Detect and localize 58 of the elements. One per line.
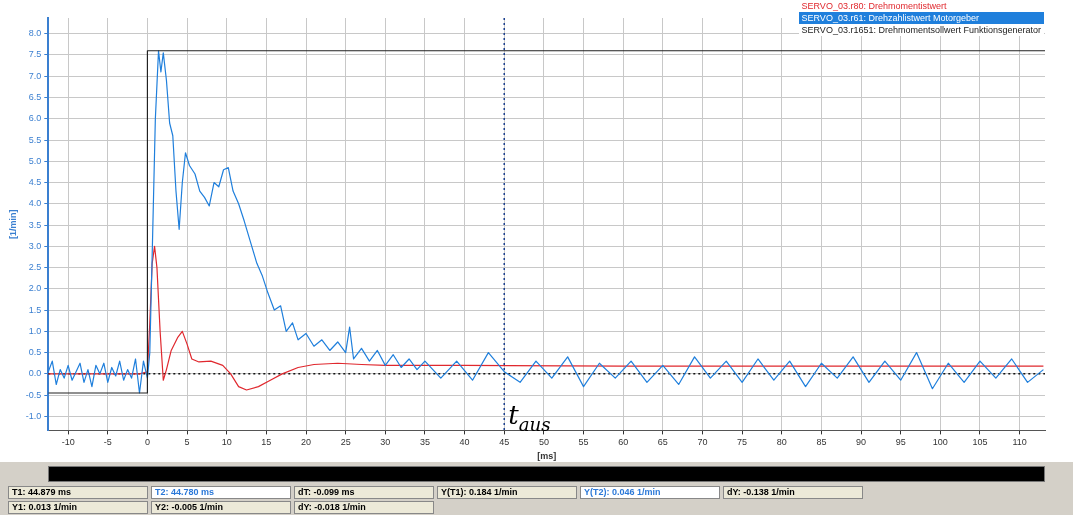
y-tick-label: 4.0 <box>28 198 42 209</box>
y-tick-label: 1.0 <box>28 325 42 336</box>
x-tick-label: 60 <box>618 437 629 448</box>
y-tick-label: 2.0 <box>28 283 42 294</box>
y-axis-title: [1/min] <box>7 209 18 239</box>
x-tick-label: 30 <box>380 437 391 448</box>
x-tick-label: 90 <box>856 437 867 448</box>
text: dY: -0.018 1/min <box>294 501 434 514</box>
x-tick-label: 105 <box>972 437 988 448</box>
y-tick-label: 5.5 <box>28 134 42 145</box>
y-tick-label: 2.5 <box>28 262 42 273</box>
y-tick-label: 7.5 <box>28 49 42 60</box>
text: Y1: 0.013 1/min <box>8 501 148 514</box>
y-tick-label: 5.0 <box>28 155 42 166</box>
y-tick-label: 4.5 <box>28 177 42 188</box>
text: SERVO_03.r80: Drehmomentistwert <box>800 0 948 12</box>
x-tick-label: 15 <box>261 437 272 448</box>
x-tick-label: -5 <box>103 437 112 448</box>
text: T2: 44.780 ms <box>151 486 291 499</box>
x-tick-label: 20 <box>301 437 312 448</box>
x-tick-label: 0 <box>144 437 150 448</box>
text: dY: -0.138 1/min <box>723 486 863 499</box>
x-tick-label: 75 <box>737 437 748 448</box>
x-tick-label: 85 <box>816 437 827 448</box>
text: SERVO_03.r61: Drehzahlistwert Motorgeber <box>798 12 1044 24</box>
y-tick-label: -1.0 <box>25 410 42 421</box>
y-tick-label: 7.0 <box>28 70 42 81</box>
text: Y(T2): 0.046 1/min <box>580 486 720 499</box>
x-tick-label: 50 <box>538 437 549 448</box>
y-tick-label: -0.5 <box>25 389 42 400</box>
x-tick-label: 25 <box>340 437 351 448</box>
x-tick-label: 10 <box>221 437 232 448</box>
y-tick-label: 3.0 <box>28 240 42 251</box>
x-tick-label: -10 <box>61 437 75 448</box>
text: Y(T1): 0.184 1/min <box>437 486 577 499</box>
x-tick-label: 35 <box>419 437 430 448</box>
x-tick-label: 40 <box>459 437 470 448</box>
y-tick-label: 8.0 <box>28 28 42 39</box>
x-tick-label: 65 <box>657 437 668 448</box>
x-tick-label: 110 <box>1012 437 1027 448</box>
y-tick-label: 6.0 <box>28 113 42 124</box>
x-tick-label: 80 <box>776 437 787 448</box>
text: T1: 44.879 ms <box>8 486 148 499</box>
x-tick-label: 5 <box>184 437 190 448</box>
x-axis-title: [ms] <box>537 451 557 462</box>
y-tick-label: 0.0 <box>28 368 42 379</box>
y-tick-label: 1.5 <box>28 304 42 315</box>
y-tick-label: 6.5 <box>28 91 42 102</box>
x-tick-label: 55 <box>578 437 589 448</box>
x-tick-label: 95 <box>895 437 906 448</box>
x-tick-label: 70 <box>697 437 708 448</box>
text: Y2: -0.005 1/min <box>151 501 291 514</box>
x-tick-label: 100 <box>932 437 948 448</box>
text: dT: -0.099 ms <box>294 486 434 499</box>
y-tick-label: 0.5 <box>28 347 42 358</box>
x-tick-label: 45 <box>499 437 510 448</box>
y-tick-label: 3.5 <box>28 219 42 230</box>
series-label: SERVO_03.r1651: Drehmomentsollwert Funktionsgenerator <box>800 24 1042 36</box>
